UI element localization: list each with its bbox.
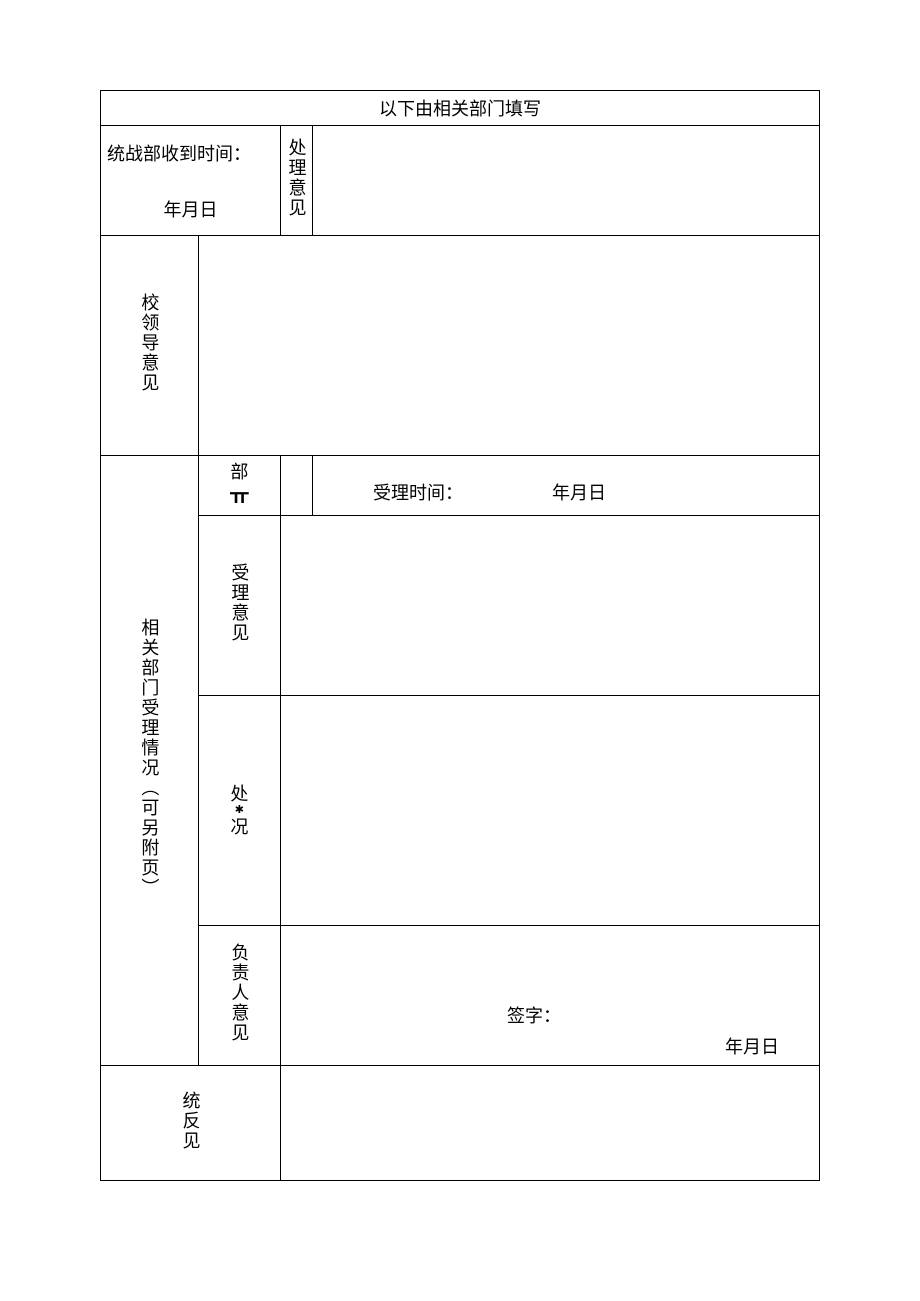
leader-opinion-field[interactable]: [198, 236, 819, 456]
related-dept-side-label: 相关部门受理情况︵可另附页︶: [136, 618, 162, 898]
received-time-label: 统战部收到时间：: [107, 140, 274, 166]
sign-date: 年月日: [725, 1033, 779, 1059]
received-time-cell: 统战部收到时间： 年月日: [101, 126, 281, 236]
process-situation-bottom: 况: [230, 816, 248, 839]
process-opinion-field[interactable]: [313, 126, 820, 236]
received-time-date: 年月日: [107, 196, 274, 222]
accept-time-cell: 受理时间： 年月日: [313, 456, 820, 516]
accept-opinion-field[interactable]: [281, 516, 820, 696]
feedback-label: 统反见: [178, 1091, 204, 1151]
header-row: 以下由相关部门填写: [101, 91, 820, 126]
related-dept-side-label-cell: 相关部门受理情况︵可另附页︶: [101, 456, 199, 1066]
leader-opinion-row: 校领导意见: [101, 236, 820, 456]
process-situation-label-cell: 处 ✱ 况: [198, 696, 280, 926]
feedback-field[interactable]: [281, 1066, 820, 1181]
responsible-opinion-field[interactable]: 签字： 年月日: [281, 926, 820, 1066]
process-situation-top: 处: [230, 783, 248, 806]
approval-form-table: 以下由相关部门填写 统战部收到时间： 年月日 处理意见 校领导意见 相关部门受理…: [100, 90, 820, 1181]
dept-field[interactable]: [281, 456, 313, 516]
accept-time-label: 受理时间：: [373, 483, 463, 503]
accept-opinion-label-cell: 受理意见: [198, 516, 280, 696]
received-row: 统战部收到时间： 年月日 处理意见: [101, 126, 820, 236]
dept-label-pi: ㅠ: [229, 483, 249, 511]
process-situation-row: 处 ✱ 况: [101, 696, 820, 926]
leader-opinion-label: 校领导意见: [136, 293, 162, 393]
responsible-opinion-row: 负责人意见 签字： 年月日: [101, 926, 820, 1066]
feedback-label-cell: 统反见: [101, 1066, 281, 1181]
process-situation-symbol: ✱: [235, 805, 244, 816]
process-opinion-label-cell: 处理意见: [281, 126, 313, 236]
process-situation-field[interactable]: [281, 696, 820, 926]
header-cell: 以下由相关部门填写: [101, 91, 820, 126]
feedback-row: 统反见: [101, 1066, 820, 1181]
dept-label-cell: 部 ㅠ: [198, 456, 280, 516]
dept-row: 相关部门受理情况︵可另附页︶ 部 ㅠ 受理时间： 年月日: [101, 456, 820, 516]
accept-opinion-row: 受理意见: [101, 516, 820, 696]
responsible-opinion-label-cell: 负责人意见: [198, 926, 280, 1066]
accept-opinion-label: 受理意见: [226, 563, 252, 643]
sign-label: 签字：: [507, 1002, 561, 1028]
accept-time-date: 年月日: [552, 483, 606, 503]
responsible-opinion-label: 负责人意见: [226, 943, 252, 1043]
leader-opinion-label-cell: 校领导意见: [101, 236, 199, 456]
dept-label-top: 部: [230, 461, 248, 484]
process-opinion-label: 处理意见: [284, 138, 310, 218]
